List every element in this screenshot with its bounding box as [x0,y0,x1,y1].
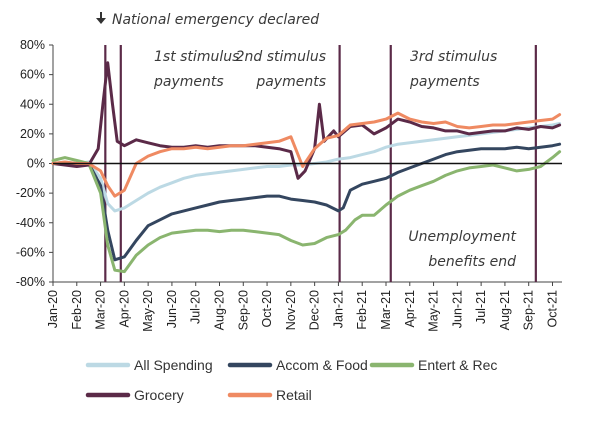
header-annotation-text: National emergency declared [112,12,319,28]
legend-label: Entert & Rec [418,357,497,373]
x-tick-label: Mar-21 [379,290,393,330]
unemployment-annotation: Unemployment benefits end [408,229,516,270]
series-line-grocery [51,61,562,180]
y-tick-label: 20% [20,127,45,141]
x-tick-label: Apr-21 [403,290,417,328]
x-tick-label: Sep-20 [236,290,250,330]
y-tick-label: -40% [16,216,45,230]
x-tick-label: Nov-20 [284,290,298,330]
x-tick-label: Apr-20 [117,290,131,328]
y-tick-label: -80% [16,275,45,289]
y-tick-label: 40% [20,97,45,111]
stimulus3-line2: payments [409,74,480,90]
stimulus1-line1: 1st stimulus [154,49,239,65]
legend-label: Retail [276,387,312,403]
x-tick-label: Aug-20 [212,290,226,330]
stimulus1-annotation: 1st stimulus payments [153,49,239,90]
x-tick-label: Sep-21 [522,290,536,330]
x-tick-label: May-20 [141,290,155,332]
series-layer [51,61,562,274]
stimulus3-annotation: 3rd stimulus payments [409,49,497,90]
series-line-retail [51,111,562,198]
x-tick-label: Aug-21 [498,290,512,330]
legend-item: All Spending [85,357,213,373]
legend-item: Accom & Food [227,357,368,373]
y-tick-label: 60% [20,68,45,82]
legend-item: Grocery [85,387,184,403]
y-tick-label: 80% [20,38,45,52]
legend-item: Entert & Rec [369,357,497,373]
y-tick-label: -60% [16,245,45,259]
series-line-accom-food [51,142,562,262]
legend-label: Grocery [134,387,184,403]
y-tick-label: -20% [16,186,45,200]
series-line-entert-rec [51,150,562,274]
x-tick-label: Jun-20 [165,290,179,328]
x-tick-label: Jun-21 [450,290,464,328]
legend: All Spending Accom & Food Entert & Rec Groc… [85,357,497,403]
unemployment-line1: Unemployment [408,229,516,245]
header-annotation: National emergency declared [96,12,319,28]
unemployment-line2: benefits end [428,254,516,270]
x-tick-label: Jan-20 [46,290,60,328]
x-tick-label: May-21 [427,290,441,332]
x-tick-label: Jul-20 [189,290,203,324]
down-arrow-icon [96,12,106,24]
stimulus3-line1: 3rd stimulus [410,49,497,65]
x-tick-label: Dec-20 [308,290,322,330]
x-tick-label: Feb-21 [355,290,369,330]
stimulus2-line1: 2nd stimulus [236,49,326,65]
y-tick-label: 0% [27,157,45,171]
x-tick-label: Oct-20 [260,290,274,328]
x-tick-label: Oct-21 [545,290,559,328]
axes: -80% -60% -40% -20% 0% 20% 40% 60% 80% Jan-20 Feb-… [16,38,562,332]
legend-item: Retail [227,387,312,403]
x-tick-label: Jan-21 [331,290,345,328]
stimulus1-line2: payments [153,74,224,90]
x-tick-label: Mar-20 [94,290,108,330]
stimulus2-annotation: 2nd stimulus payments [236,49,326,90]
legend-label: All Spending [134,357,213,373]
x-tick-label: Feb-20 [70,290,84,330]
x-tick-label: Jul-21 [474,290,488,324]
stimulus2-line2: payments [255,74,326,90]
legend-label: Accom & Food [276,357,368,373]
